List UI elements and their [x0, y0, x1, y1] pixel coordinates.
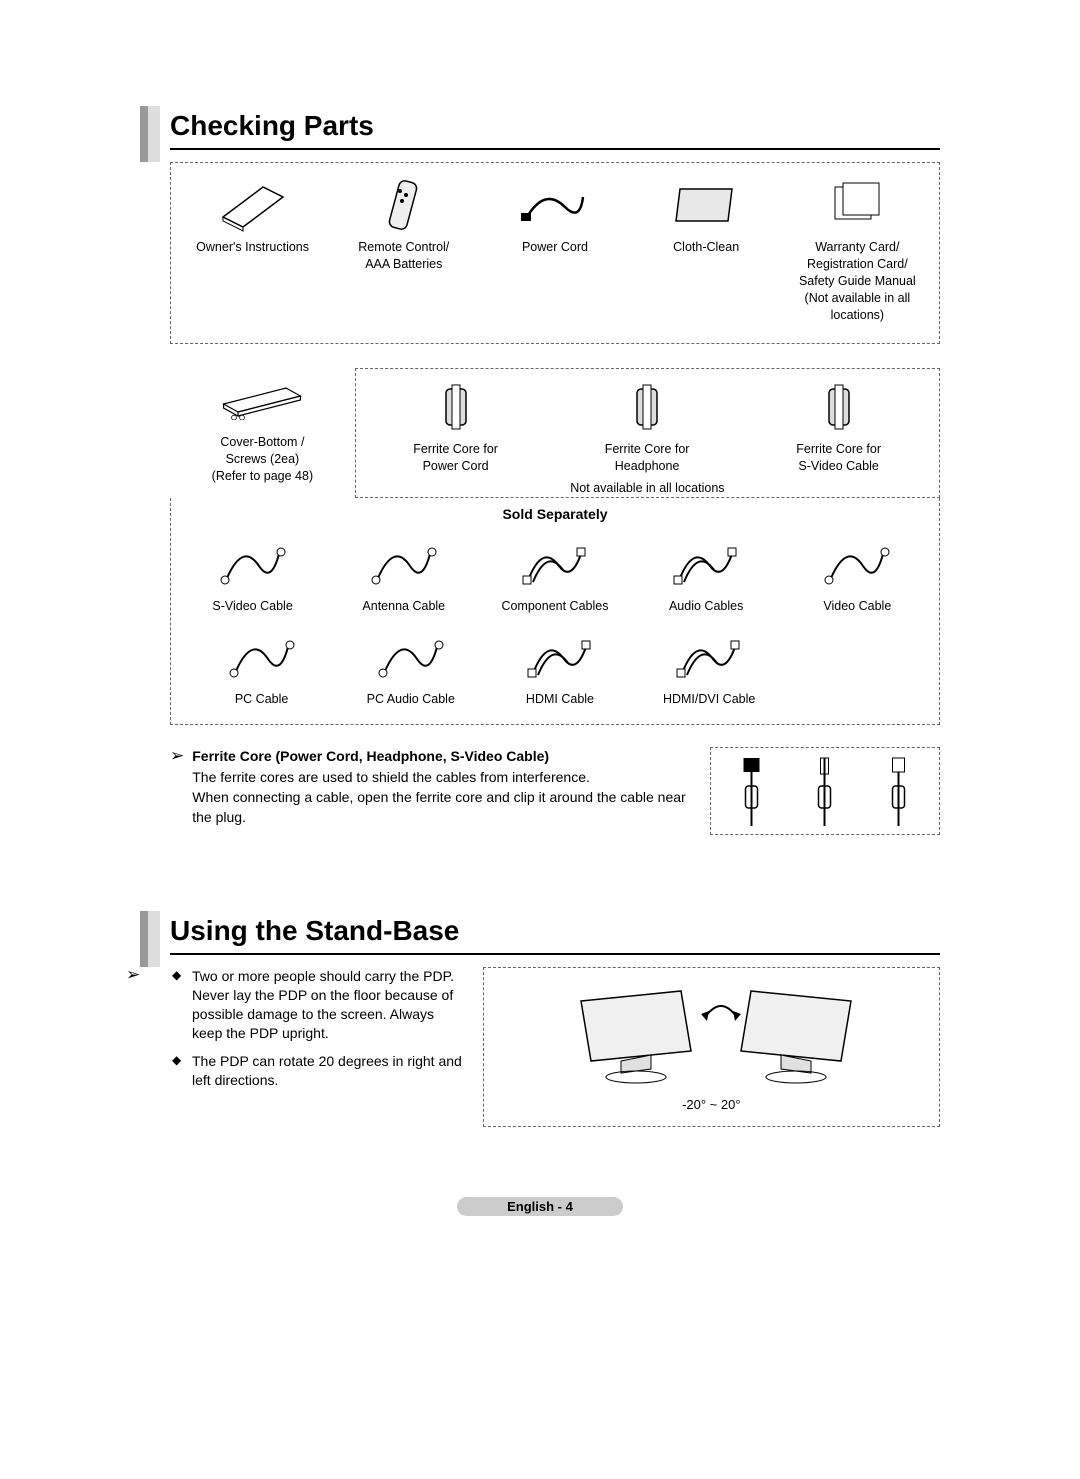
- video-cable-item: Video Cable: [782, 532, 933, 625]
- cloth-clean-icon: [633, 177, 780, 233]
- owners-instructions-item: Owner's Instructions: [177, 173, 328, 333]
- svideo-cable-icon: [179, 536, 326, 592]
- antenna-cable-item: Antenna Cable: [328, 532, 479, 625]
- ferrite-locations-note: Not available in all locations: [360, 481, 935, 495]
- stand-base-heading: Using the Stand-Base: [140, 915, 940, 955]
- remote-control-icon: [330, 177, 477, 233]
- hdmi-dvi-cable-icon: [637, 629, 782, 685]
- svideo-cable-label: S-Video Cable: [179, 598, 326, 615]
- ferrite-svideo-icon: [745, 379, 933, 435]
- stand-bullet-2: The PDP can rotate 20 degrees in right a…: [192, 1052, 463, 1090]
- stand-rotation-icon: [551, 981, 871, 1091]
- component-cables-item: Component Cables: [479, 532, 630, 625]
- sold-separately-title: Sold Separately: [177, 506, 933, 522]
- remote-control-label: Remote Control/ AAA Batteries: [330, 239, 477, 273]
- ferrite-headphone-item: Ferrite Core for Headphone: [551, 375, 743, 485]
- checking-parts-heading: Checking Parts: [140, 110, 940, 150]
- stand-angle-label: -20° ~ 20°: [682, 1097, 740, 1112]
- ferrite-examples-box: [710, 747, 940, 835]
- owners-instructions-icon: [179, 177, 326, 233]
- svideo-cable-item: S-Video Cable: [177, 532, 328, 625]
- note-arrow-icon: ➢: [126, 966, 140, 983]
- cover-bottom-icon: [222, 380, 302, 420]
- ferrite-svideo-item: Ferrite Core for S-Video Cable: [743, 375, 935, 485]
- pc-audio-cable-icon: [338, 629, 483, 685]
- pc-audio-cable-label: PC Audio Cable: [338, 691, 483, 708]
- power-cord-label: Power Cord: [481, 239, 628, 256]
- page-number: English - 4: [457, 1197, 623, 1216]
- owners-instructions-label: Owner's Instructions: [179, 239, 326, 256]
- video-cable-label: Video Cable: [784, 598, 931, 615]
- cloth-clean-item: Cloth-Clean: [631, 173, 782, 333]
- ferrite-note-title: Ferrite Core (Power Cord, Headphone, S-V…: [192, 747, 690, 767]
- ferrite-svideo-label: Ferrite Core for S-Video Cable: [745, 441, 933, 475]
- stand-base-text: ➢ Two or more people should carry the PD…: [170, 967, 463, 1127]
- antenna-cable-label: Antenna Cable: [330, 598, 477, 615]
- cloth-clean-label: Cloth-Clean: [633, 239, 780, 256]
- ferrite-power-label: Ferrite Core for Power Cord: [362, 441, 550, 475]
- remote-control-item: Remote Control/ AAA Batteries: [328, 173, 479, 333]
- included-parts-row2: Cover-Bottom / Screws (2ea) (Refer to pa…: [170, 368, 940, 498]
- ferrite-power-item: Ferrite Core for Power Cord: [360, 375, 552, 485]
- hdmi-dvi-cable-item: HDMI/DVI Cable: [635, 625, 784, 718]
- hdmi-cable-item: HDMI Cable: [485, 625, 634, 718]
- ferrite-note-body: The ferrite cores are used to shield the…: [192, 768, 690, 827]
- page-footer: English - 4: [140, 1197, 940, 1216]
- audio-cables-item: Audio Cables: [631, 532, 782, 625]
- ferrite-headphone-icon: [553, 379, 741, 435]
- ferrite-headphone-label: Ferrite Core for Headphone: [553, 441, 741, 475]
- power-cord-icon: [481, 177, 628, 233]
- checking-parts-title: Checking Parts: [170, 110, 940, 150]
- audio-cables-label: Audio Cables: [633, 598, 780, 615]
- hdmi-cable-label: HDMI Cable: [487, 691, 632, 708]
- ferrite-example-power-icon: [729, 756, 774, 826]
- hdmi-dvi-cable-label: HDMI/DVI Cable: [637, 691, 782, 708]
- ferrite-note-block: ➢ Ferrite Core (Power Cord, Headphone, S…: [170, 747, 940, 835]
- pc-cable-label: PC Cable: [189, 691, 334, 708]
- warranty-card-item: Warranty Card/ Registration Card/ Safety…: [782, 173, 933, 333]
- heading-accent-bar: [140, 911, 160, 967]
- antenna-cable-icon: [330, 536, 477, 592]
- component-cables-label: Component Cables: [481, 598, 628, 615]
- component-cables-icon: [481, 536, 628, 592]
- ferrite-example-headphone-icon: [802, 756, 847, 826]
- warranty-card-label: Warranty Card/ Registration Card/ Safety…: [784, 239, 931, 323]
- stand-bullet-1: Two or more people should carry the PDP.…: [192, 967, 463, 1043]
- ferrite-power-icon: [362, 379, 550, 435]
- audio-cables-icon: [633, 536, 780, 592]
- stand-base-diagram: -20° ~ 20°: [483, 967, 940, 1127]
- included-parts-box: Owner's InstructionsRemote Control/ AAA …: [170, 162, 940, 344]
- ferrite-cores-box: Ferrite Core for Power CordFerrite Core …: [355, 368, 940, 498]
- cover-bottom-label: Cover-Bottom / Screws (2ea) (Refer to pa…: [172, 434, 353, 485]
- warranty-card-icon: [784, 177, 931, 233]
- pc-audio-cable-item: PC Audio Cable: [336, 625, 485, 718]
- video-cable-icon: [784, 536, 931, 592]
- cover-bottom-item: Cover-Bottom / Screws (2ea) (Refer to pa…: [170, 368, 355, 498]
- hdmi-cable-icon: [487, 629, 632, 685]
- ferrite-example-svideo-icon: [876, 756, 921, 826]
- pc-cable-item: PC Cable: [187, 625, 336, 718]
- power-cord-item: Power Cord: [479, 173, 630, 333]
- note-arrow-icon: ➢: [170, 747, 184, 764]
- heading-accent-bar: [140, 106, 160, 162]
- stand-base-title: Using the Stand-Base: [170, 915, 940, 955]
- sold-separately-box: Sold Separately S-Video CableAntenna Cab…: [170, 498, 940, 725]
- pc-cable-icon: [189, 629, 334, 685]
